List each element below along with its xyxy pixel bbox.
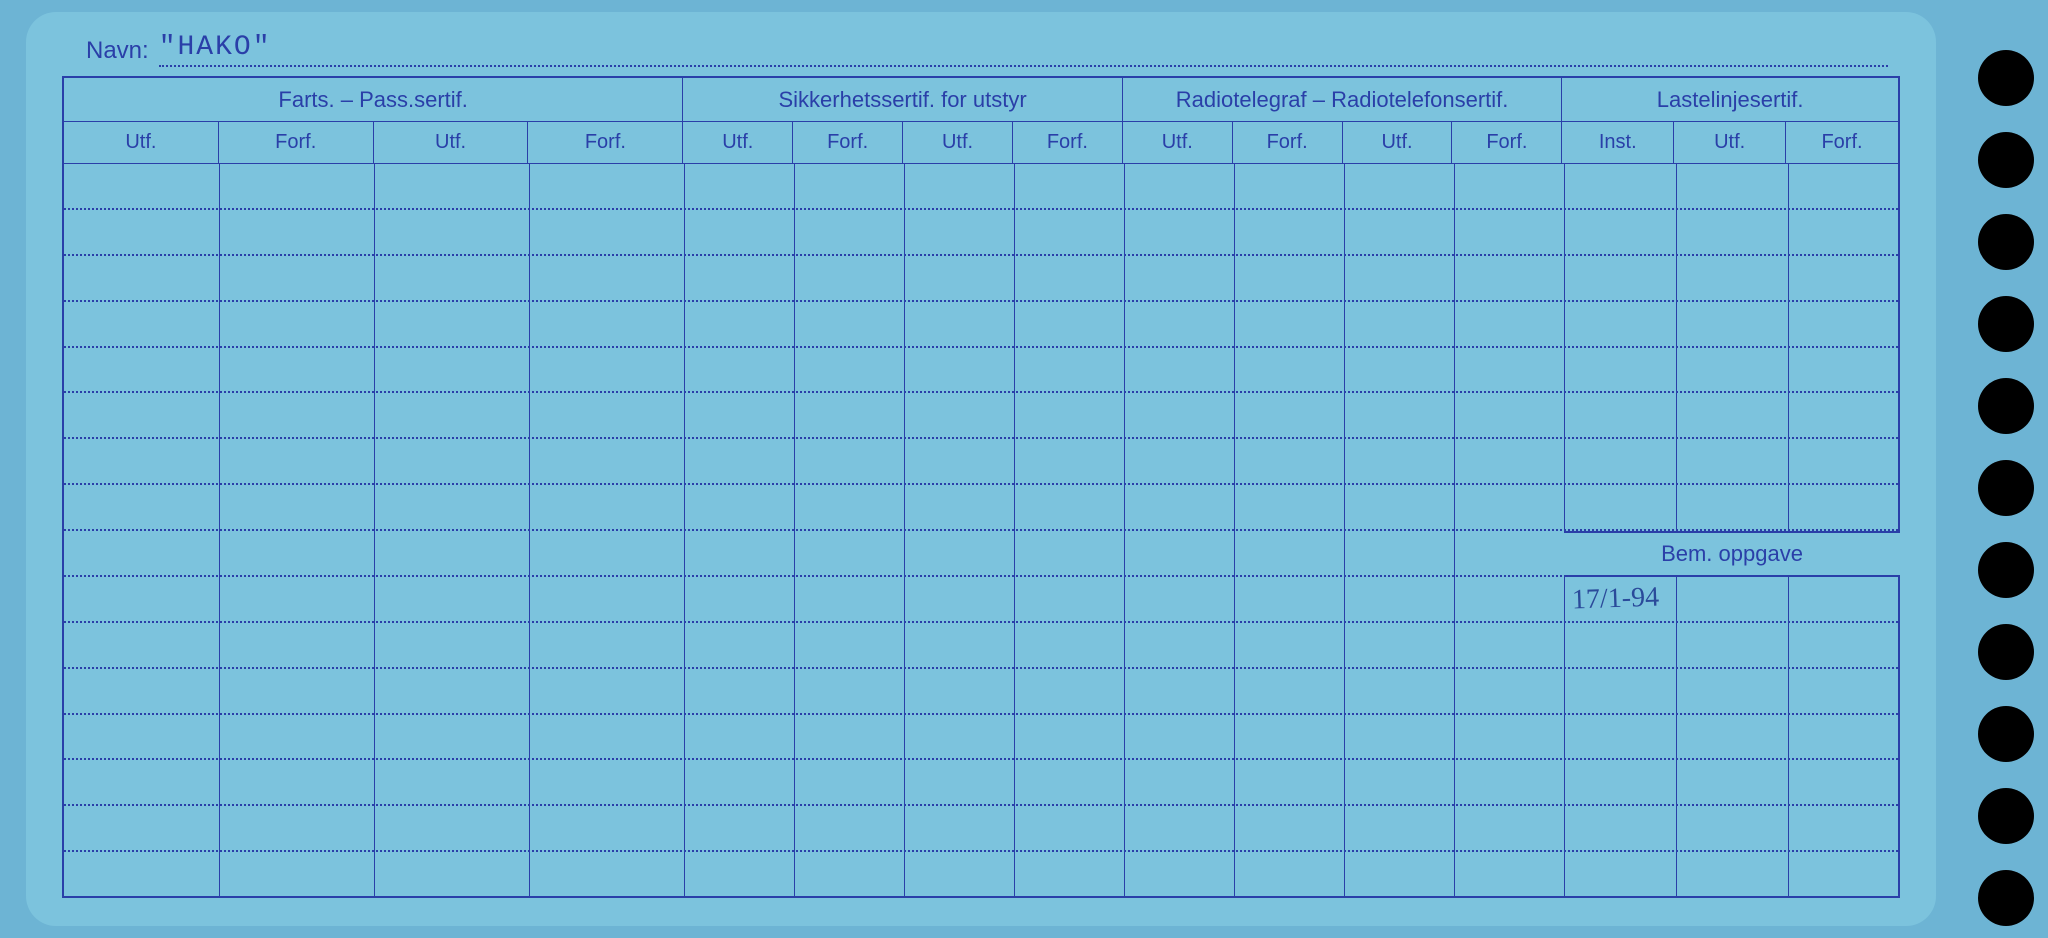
- bem-oppgave-header: Bem. oppgave: [1564, 531, 1900, 577]
- column-header: Forf.: [1233, 122, 1343, 163]
- data-row: [64, 256, 1898, 302]
- data-row: [64, 164, 1898, 210]
- name-label: Navn:: [62, 37, 159, 65]
- name-value: "HAKO": [159, 32, 1888, 67]
- data-row: [64, 348, 1898, 394]
- column-divider: [1234, 164, 1235, 898]
- punch-hole: [1978, 870, 2034, 926]
- column-group-header: Radiotelegraf – Radiotelefonsertif.: [1123, 78, 1563, 121]
- punch-hole: [1978, 460, 2034, 516]
- punch-hole: [1978, 788, 2034, 844]
- index-card: Navn: "HAKO" Farts. – Pass.sertif.Sikker…: [26, 12, 1936, 926]
- punch-hole: [1978, 50, 2034, 106]
- data-row: [64, 439, 1898, 485]
- punch-hole: [1978, 214, 2034, 270]
- data-row: [64, 485, 1898, 531]
- punch-hole: [1978, 706, 2034, 762]
- column-header: Utf.: [683, 122, 793, 163]
- punch-hole: [1978, 542, 2034, 598]
- column-group-header: Lastelinjesertif.: [1562, 78, 1898, 121]
- header-groups-row: Farts. – Pass.sertif.Sikkerhetssertif. f…: [64, 78, 1898, 122]
- punch-hole: [1978, 624, 2034, 680]
- column-divider: [529, 164, 530, 898]
- data-row: [64, 393, 1898, 439]
- column-divider: [374, 164, 375, 898]
- column-divider: [1124, 164, 1125, 898]
- column-divider: [684, 164, 685, 898]
- column-divider: [1454, 164, 1455, 898]
- data-row: [64, 806, 1898, 852]
- column-header: Utf.: [903, 122, 1013, 163]
- data-rows-area: Bem. oppgave 17/1-94: [64, 164, 1898, 898]
- column-divider: [219, 164, 220, 898]
- name-row: Navn: "HAKO": [62, 36, 1900, 78]
- column-header: Utf.: [1674, 122, 1786, 163]
- column-header: Utf.: [1343, 122, 1453, 163]
- column-divider: [1344, 164, 1345, 898]
- data-row: [64, 760, 1898, 806]
- column-header: Utf.: [1123, 122, 1233, 163]
- punch-hole: [1978, 378, 2034, 434]
- data-row: [64, 715, 1898, 761]
- data-row: [64, 852, 1898, 898]
- column-header: Forf.: [1452, 122, 1562, 163]
- punch-hole: [1978, 296, 2034, 352]
- punch-hole: [1978, 132, 2034, 188]
- column-divider: [794, 164, 795, 898]
- handwritten-date: 17/1-94: [1571, 581, 1659, 616]
- column-header: Utf.: [374, 122, 529, 163]
- column-header: Forf.: [219, 122, 374, 163]
- column-header: Forf.: [1786, 122, 1898, 163]
- column-header: Forf.: [1013, 122, 1123, 163]
- data-row: [64, 302, 1898, 348]
- header-columns-row: Utf.Forf.Utf.Forf.Utf.Forf.Utf.Forf.Utf.…: [64, 122, 1898, 164]
- column-header: Inst.: [1562, 122, 1674, 163]
- column-group-header: Farts. – Pass.sertif.: [64, 78, 683, 121]
- column-divider: [904, 164, 905, 898]
- data-row: [64, 669, 1898, 715]
- certificate-grid: Farts. – Pass.sertif.Sikkerhetssertif. f…: [62, 78, 1900, 898]
- column-header: Forf.: [793, 122, 903, 163]
- column-header: Utf.: [64, 122, 219, 163]
- data-row: [64, 623, 1898, 669]
- column-header: Forf.: [528, 122, 683, 163]
- column-divider: [1014, 164, 1015, 898]
- data-row: [64, 210, 1898, 256]
- column-group-header: Sikkerhetssertif. for utstyr: [683, 78, 1123, 121]
